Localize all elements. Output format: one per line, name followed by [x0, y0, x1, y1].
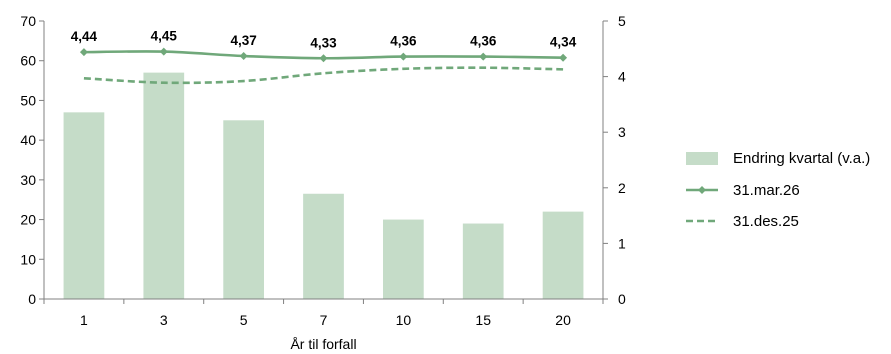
data-label-5: 4,37: [231, 33, 257, 48]
axes: 0 10 20 30 40 50 60 70 0 1 2 3 4 5 1 3 5 7 10 15 20: [20, 13, 626, 328]
series-line-31-des-25: [83, 66, 564, 85]
x-tick-label: 3: [160, 312, 168, 328]
data-label-3: 4,45: [151, 29, 178, 44]
data-label-10: 4,36: [390, 34, 417, 49]
data-label-1: 4,44: [71, 29, 98, 44]
bar-7: [303, 193, 344, 299]
line-series: [79, 47, 568, 85]
y-left-tick-label: 10: [20, 251, 36, 267]
y-left-tick-label: 30: [20, 172, 36, 188]
bar-20: [542, 211, 584, 299]
bar-5: [223, 120, 265, 300]
x-tick-label: 1: [80, 312, 88, 328]
legend-swatch-bar: [686, 152, 718, 165]
bar-15: [462, 223, 504, 299]
y-left-tick-label: 0: [28, 291, 36, 307]
x-tick-label: 5: [240, 312, 248, 328]
y-left-tick-label: 40: [20, 132, 36, 148]
point-marker-7: [319, 54, 328, 63]
bar-1: [63, 112, 105, 299]
data-label-15: 4,36: [470, 34, 497, 49]
point-marker-20: [559, 53, 568, 62]
y-right-tick-label: 4: [618, 69, 626, 85]
bar-3: [143, 72, 185, 299]
y-left-tick-label: 20: [20, 212, 36, 228]
point-marker-3: [159, 47, 168, 56]
x-tick-label: 15: [475, 312, 491, 328]
y-right-tick-label: 2: [618, 180, 626, 196]
data-label-20: 4,34: [550, 35, 577, 50]
x-tick-label: 20: [555, 312, 571, 328]
x-tick-label: 7: [320, 312, 328, 328]
legend-label-solid: 31.mar.26: [733, 182, 800, 199]
legend: Endring kvartal (v.a.) 31.mar.26 31.des.25: [686, 150, 870, 230]
point-marker-5: [239, 52, 248, 61]
point-marker-1: [79, 48, 88, 57]
y-left-tick-label: 60: [20, 53, 36, 69]
legend-marker-diamond: [698, 186, 706, 194]
data-label-7: 4,33: [310, 35, 337, 50]
bar-10: [382, 219, 424, 299]
x-axis-title: År til forfall: [290, 336, 356, 352]
y-right-tick-label: 0: [618, 291, 626, 307]
y-left-tick-label: 50: [20, 92, 36, 108]
bar-series: [63, 72, 584, 300]
point-marker-10: [399, 52, 408, 61]
y-right-tick-label: 1: [618, 235, 626, 251]
y-right-tick-label: 3: [618, 124, 626, 140]
y-left-tick-label: 70: [20, 13, 36, 29]
legend-label-dashed: 31.des.25: [733, 213, 799, 230]
x-tick-label: 10: [396, 312, 412, 328]
y-right-tick-label: 5: [618, 13, 626, 29]
point-marker-15: [479, 52, 488, 61]
legend-label-bar: Endring kvartal (v.a.): [733, 150, 870, 167]
data-labels: 4,44 4,45 4,37 4,33 4,36 4,36 4,34: [71, 29, 577, 51]
